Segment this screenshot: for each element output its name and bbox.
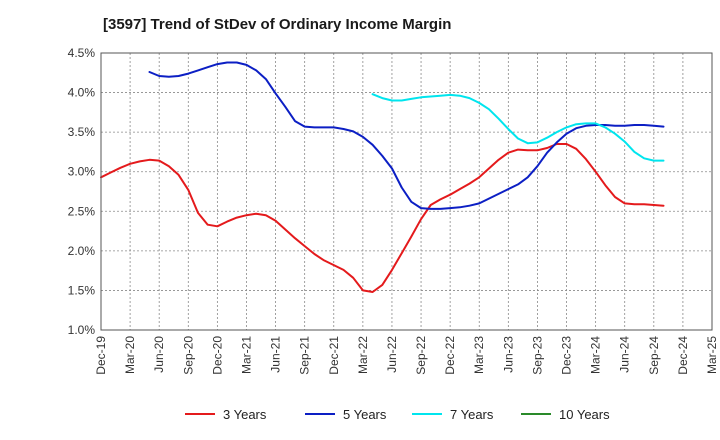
plot-frame xyxy=(100,52,713,331)
x-tick-label: Jun-20 xyxy=(152,336,166,373)
x-tick-label: Jun-24 xyxy=(618,336,632,373)
series-line-5-years xyxy=(148,61,665,210)
x-tick-label: Mar-20 xyxy=(123,336,137,374)
x-tick-label: Sep-24 xyxy=(647,336,661,375)
series-line-7-years xyxy=(371,93,665,162)
x-tick-label: Dec-21 xyxy=(327,336,341,375)
y-tick-label: 3.5% xyxy=(68,125,96,139)
y-tick-label: 2.5% xyxy=(68,204,96,218)
grid-lines xyxy=(100,52,713,331)
x-tick-label: Mar-22 xyxy=(356,336,370,374)
x-tick-label: Jun-23 xyxy=(501,336,515,373)
y-tick-label: 4.5% xyxy=(68,46,96,60)
x-tick-label: Sep-20 xyxy=(181,336,195,375)
series-line-3-years xyxy=(100,143,665,293)
y-tick-label: 2.0% xyxy=(68,244,96,258)
y-axis-ticks: 1.0% 1.5% 2.0% 2.5% 3.0% 3.5% 4.0% 4.5% xyxy=(68,46,96,337)
x-tick-label: Dec-24 xyxy=(676,336,690,375)
y-tick-label: 4.0% xyxy=(68,86,96,100)
x-tick-label: Dec-20 xyxy=(210,336,224,375)
x-tick-label: Sep-21 xyxy=(298,336,312,375)
x-tick-label: Dec-23 xyxy=(560,336,574,375)
x-tick-label: Jun-21 xyxy=(269,336,283,373)
x-tick-label: Dec-22 xyxy=(443,336,457,375)
y-tick-label: 1.5% xyxy=(68,283,96,297)
x-tick-label: Sep-23 xyxy=(530,336,544,375)
legend-label: 10 Years xyxy=(559,407,610,422)
x-axis-ticks: Dec-19 Mar-20 Jun-20 Sep-20 Dec-20 Mar-21 Jun-… xyxy=(94,336,719,375)
x-tick-label: Sep-22 xyxy=(414,336,428,375)
legend-label: 7 Years xyxy=(450,407,494,422)
chart-title: [3597] Trend of StDev of Ordinary Income… xyxy=(103,16,451,33)
legend-label: 5 Years xyxy=(343,407,387,422)
x-tick-label: Mar-21 xyxy=(239,336,253,374)
y-tick-label: 3.0% xyxy=(68,165,96,179)
x-tick-label: Mar-24 xyxy=(589,336,603,374)
x-tick-label: Mar-23 xyxy=(472,336,486,374)
x-tick-label: Jun-22 xyxy=(385,336,399,373)
series-lines xyxy=(100,61,665,293)
legend: 3 Years 5 Years 7 Years 10 Years xyxy=(185,407,610,422)
y-tick-label: 1.0% xyxy=(68,323,96,337)
x-tick-label: Mar-25 xyxy=(705,336,719,374)
x-tick-label: Dec-19 xyxy=(94,336,108,375)
legend-label: 3 Years xyxy=(223,407,267,422)
